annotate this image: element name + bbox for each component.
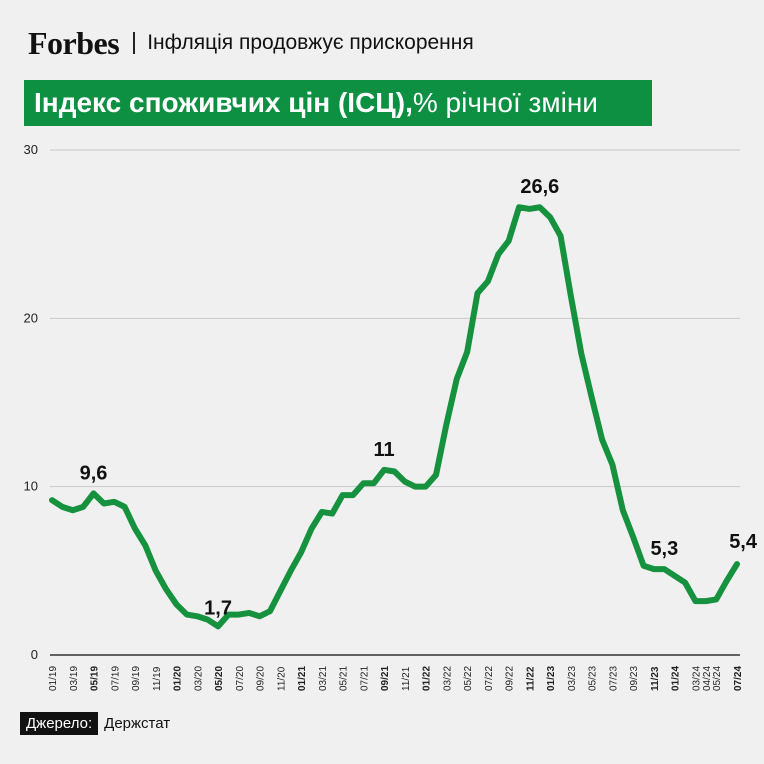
header: Forbes Інфляція продовжує прискорення — [28, 24, 474, 61]
series-line — [49, 204, 740, 630]
y-axis-tick-labels: 0 10 20 30 — [24, 142, 38, 662]
x-tick-label: 11/23 — [650, 666, 661, 691]
data-label: 9,6 — [80, 462, 108, 484]
x-tick-label: 04/24 — [702, 666, 713, 691]
x-tick-label: 03/23 — [567, 666, 578, 691]
x-tick-label: 03/19 — [69, 666, 80, 691]
x-tick-label: 11/22 — [525, 666, 536, 691]
x-tick-label: 09/23 — [629, 666, 640, 691]
x-tick-label: 05/19 — [90, 666, 101, 691]
x-tick-label: 01/20 — [173, 666, 184, 691]
x-tick-label: 05/24 — [712, 666, 723, 691]
x-tick-label: 01/22 — [422, 666, 433, 691]
x-tick-label: 07/23 — [608, 666, 619, 691]
x-tick-label: 05/22 — [463, 666, 474, 691]
data-label: 11 — [374, 439, 395, 461]
x-tick-label: 11/20 — [276, 666, 287, 691]
header-subtitle: Інфляція продовжує прискорення — [147, 31, 474, 54]
x-tick-label: 09/19 — [131, 666, 142, 691]
x-tick-label: 09/22 — [505, 666, 516, 691]
y-tick-label: 30 — [24, 142, 38, 157]
x-tick-label: 05/21 — [339, 666, 350, 691]
source-label: Джерело: — [20, 712, 99, 735]
x-tick-label: 11/19 — [152, 666, 163, 691]
grid-lines — [50, 149, 740, 656]
data-label: 1,7 — [204, 597, 232, 619]
y-tick-label: 0 — [31, 647, 38, 662]
x-tick-label: 03/22 — [442, 666, 453, 691]
x-tick-label: 03/21 — [318, 666, 329, 691]
data-label: 26,6 — [520, 176, 559, 198]
data-labels: 9,6 1,7 11 26,6 5,3 5,4 — [80, 176, 758, 619]
x-tick-label: 05/23 — [588, 666, 599, 691]
y-tick-label: 20 — [24, 310, 38, 325]
data-label: 5,3 — [650, 538, 678, 560]
x-tick-label: 07/22 — [484, 666, 495, 691]
x-tick-label: 07/20 — [235, 666, 246, 691]
x-tick-label: 03/24 — [691, 666, 702, 691]
chart-title: Індекс споживчих цін (ІСЦ), — [34, 87, 413, 118]
series-group — [49, 204, 740, 630]
x-tick-label: 11/21 — [401, 666, 412, 691]
brand-logo: Forbes — [28, 24, 120, 61]
x-tick-label: 03/20 — [193, 666, 204, 691]
x-tick-label: 07/24 — [733, 666, 744, 691]
x-tick-label: 01/23 — [546, 666, 557, 691]
chart-title-unit: % річної зміни — [412, 87, 598, 118]
header-divider — [133, 32, 136, 54]
source-note: Джерело: Держстат — [20, 712, 170, 735]
x-tick-label: 07/21 — [359, 666, 370, 691]
x-tick-label: 01/24 — [671, 666, 682, 691]
x-tick-label: 01/19 — [48, 666, 59, 691]
x-tick-label: 07/19 — [110, 666, 121, 691]
y-tick-label: 10 — [24, 479, 38, 494]
x-tick-label: 01/21 — [297, 666, 308, 691]
x-tick-label: 05/20 — [214, 666, 225, 691]
data-label: 5,4 — [729, 531, 758, 553]
x-axis-tick-labels: 01/19 03/19 05/19 07/19 09/19 11/19 01/20 03/20… — [48, 666, 744, 691]
x-tick-label: 09/21 — [380, 666, 391, 691]
chart-title-bar: Індекс споживчих цін (ІСЦ), % річної змі… — [24, 80, 652, 126]
x-tick-label: 09/20 — [256, 666, 267, 691]
source-value: Держстат — [104, 715, 171, 732]
